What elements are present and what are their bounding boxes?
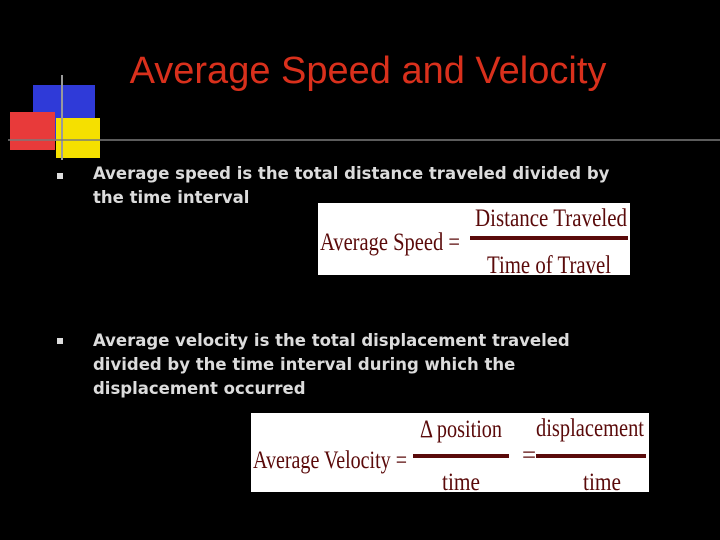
bullet-line: the time interval [93,188,249,207]
fraction-line [470,236,628,240]
formula-text: displacement [536,415,644,442]
deco-yellow [56,118,100,158]
formula-text: Average Velocity = [253,447,407,474]
formula-text: = [522,442,536,469]
bullet-line: Average velocity is the total displaceme… [93,331,570,350]
formula-text: Average Speed = [320,229,460,256]
formula-box [251,413,649,492]
bullet-line: divided by the time interval during whic… [93,355,515,374]
fraction-line [536,454,646,458]
slide-title: Average Speed and Velocity [130,50,607,92]
bullet-marker [57,338,63,344]
formula-text: Time of Travel [487,252,611,279]
formula-text: time [442,469,480,496]
bullet-line: displacement occurred [93,379,306,398]
fraction-line [413,454,509,458]
formula-text: Distance Traveled [475,205,627,232]
formula-text: time [583,469,621,496]
bullet-marker [57,173,63,179]
bullet-line: Average speed is the total distance trav… [93,164,610,183]
formula-text: Δ position [420,416,502,443]
deco-red [10,112,55,150]
